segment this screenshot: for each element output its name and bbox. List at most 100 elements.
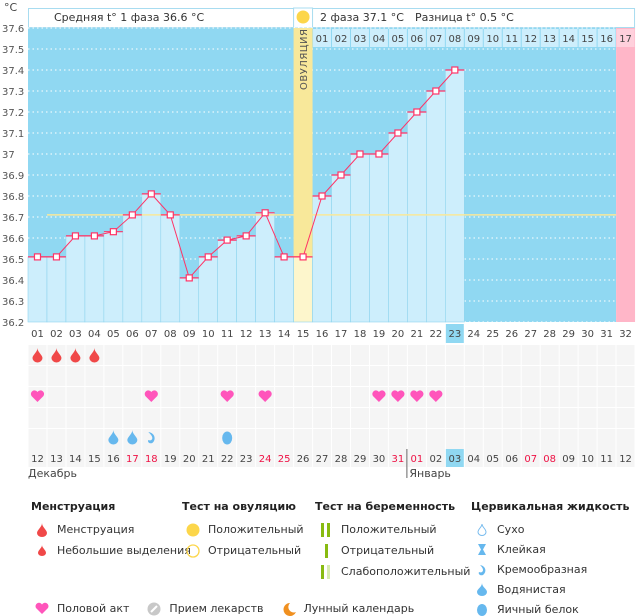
date-label: 10 <box>581 454 594 465</box>
luteal-day-label: 12 <box>524 34 537 45</box>
date-cell <box>388 449 407 467</box>
cycle-day-label: 18 <box>354 329 367 340</box>
symptom-cell <box>313 387 332 407</box>
luteal-day-label: 14 <box>562 34 575 45</box>
symptom-cell <box>218 408 237 428</box>
symptom-cell <box>616 345 635 365</box>
y-tick-label: 36.3 <box>2 297 24 308</box>
date-cell <box>369 449 388 467</box>
symptom-cell <box>502 345 521 365</box>
temperature-bar <box>198 256 218 323</box>
y-tick-label: 37.6 <box>2 24 24 35</box>
watery-drop-icon <box>471 582 493 596</box>
symptom-cell <box>369 408 388 428</box>
symptom-cell <box>559 429 578 449</box>
date-label: 23 <box>240 454 253 465</box>
luteal-day-cell <box>597 29 616 47</box>
y-tick-label: 36.2 <box>2 318 24 329</box>
date-label: 08 <box>543 454 556 465</box>
cycle-day-label: 08 <box>164 329 177 340</box>
cycle-day-label: 31 <box>600 329 613 340</box>
date-cell <box>47 449 66 467</box>
luteal-day-label: 06 <box>411 34 424 45</box>
legend-item: Половой акт <box>57 602 130 615</box>
luteal-day-label: 01 <box>316 34 329 45</box>
symptom-cell <box>180 387 199 407</box>
symptom-cell <box>426 366 445 386</box>
cycle-day-label: 07 <box>145 329 158 340</box>
creamy-icon <box>148 432 155 444</box>
symptom-cell <box>540 366 559 386</box>
symptom-cell <box>237 408 256 428</box>
symptom-cell <box>388 408 407 428</box>
symptom-cell <box>199 387 218 407</box>
luteal-day-label: 16 <box>600 34 613 45</box>
symptom-cell <box>502 429 521 449</box>
temperature-bar <box>122 214 143 323</box>
legend-title: Менструация <box>31 500 116 513</box>
heart-icon <box>30 390 45 402</box>
symptom-cell <box>483 387 502 407</box>
temperature-point <box>242 232 250 240</box>
symptom-cell <box>464 366 483 386</box>
cycle-day-label: 22 <box>429 329 442 340</box>
date-cell <box>464 449 483 467</box>
y-tick-label: 36.5 <box>2 255 24 266</box>
month-label: Январь <box>409 467 451 480</box>
symptom-cell <box>85 429 104 449</box>
luteal-day-label: 04 <box>373 34 386 45</box>
symptom-cell <box>180 408 199 428</box>
symptom-cell <box>85 408 104 428</box>
luteal-day-cell <box>540 29 559 47</box>
current-day-highlight <box>445 324 464 343</box>
cycle-day-label: 27 <box>524 329 537 340</box>
cycle-day-label: 32 <box>619 329 632 340</box>
temperature-bar <box>293 256 313 323</box>
date-cell <box>540 449 559 467</box>
date-label: 20 <box>183 454 196 465</box>
symptom-cell <box>388 345 407 365</box>
temperature-point <box>356 150 364 158</box>
symptom-cell <box>237 429 256 449</box>
legend-menstruation: Менструация Менструация Небольшие выделе… <box>31 500 191 561</box>
cycle-day-label: 30 <box>581 329 594 340</box>
egg-white-icon <box>222 431 233 445</box>
symptom-cell <box>464 429 483 449</box>
luteal-day-cell <box>388 29 407 47</box>
cycle-day-label: 10 <box>202 329 215 340</box>
symptom-cell <box>332 408 350 428</box>
symptom-cell <box>540 387 559 407</box>
legend-title: Тест на беременность <box>315 500 456 513</box>
legend-title: Цервикальная жидкость <box>471 500 630 513</box>
symptom-cell <box>407 408 426 428</box>
temperature-bar <box>141 193 162 323</box>
symptom-cell <box>123 408 142 428</box>
cycle-day-label: 23 <box>448 329 461 340</box>
date-cell <box>180 449 199 467</box>
date-cell <box>218 449 237 467</box>
symptom-cell <box>578 387 597 407</box>
luteal-day-label: 13 <box>543 34 556 45</box>
luteal-day-cell <box>313 29 332 47</box>
temperature-bar <box>407 111 427 323</box>
date-label: 29 <box>354 454 367 465</box>
symptom-cell <box>369 366 388 386</box>
symptom-cell <box>142 429 161 449</box>
temperature-bar <box>445 69 465 323</box>
symptom-cell <box>275 345 294 365</box>
date-label: 13 <box>50 454 63 465</box>
y-tick-label: 37.2 <box>2 108 24 119</box>
temperature-bar <box>27 256 48 323</box>
filled-circle-icon <box>182 523 204 537</box>
symptom-cell <box>332 429 350 449</box>
blood-drop-icon <box>89 348 100 363</box>
symptom-cell <box>161 408 180 428</box>
y-tick-label: 36.9 <box>2 171 24 182</box>
symptom-cell <box>559 387 578 407</box>
y-tick-label: 36.6 <box>2 234 24 245</box>
date-label: 06 <box>505 454 518 465</box>
ovulation-column <box>293 28 313 257</box>
date-cell <box>85 449 104 467</box>
temperature-point <box>337 171 345 179</box>
symptom-cell <box>256 429 275 449</box>
